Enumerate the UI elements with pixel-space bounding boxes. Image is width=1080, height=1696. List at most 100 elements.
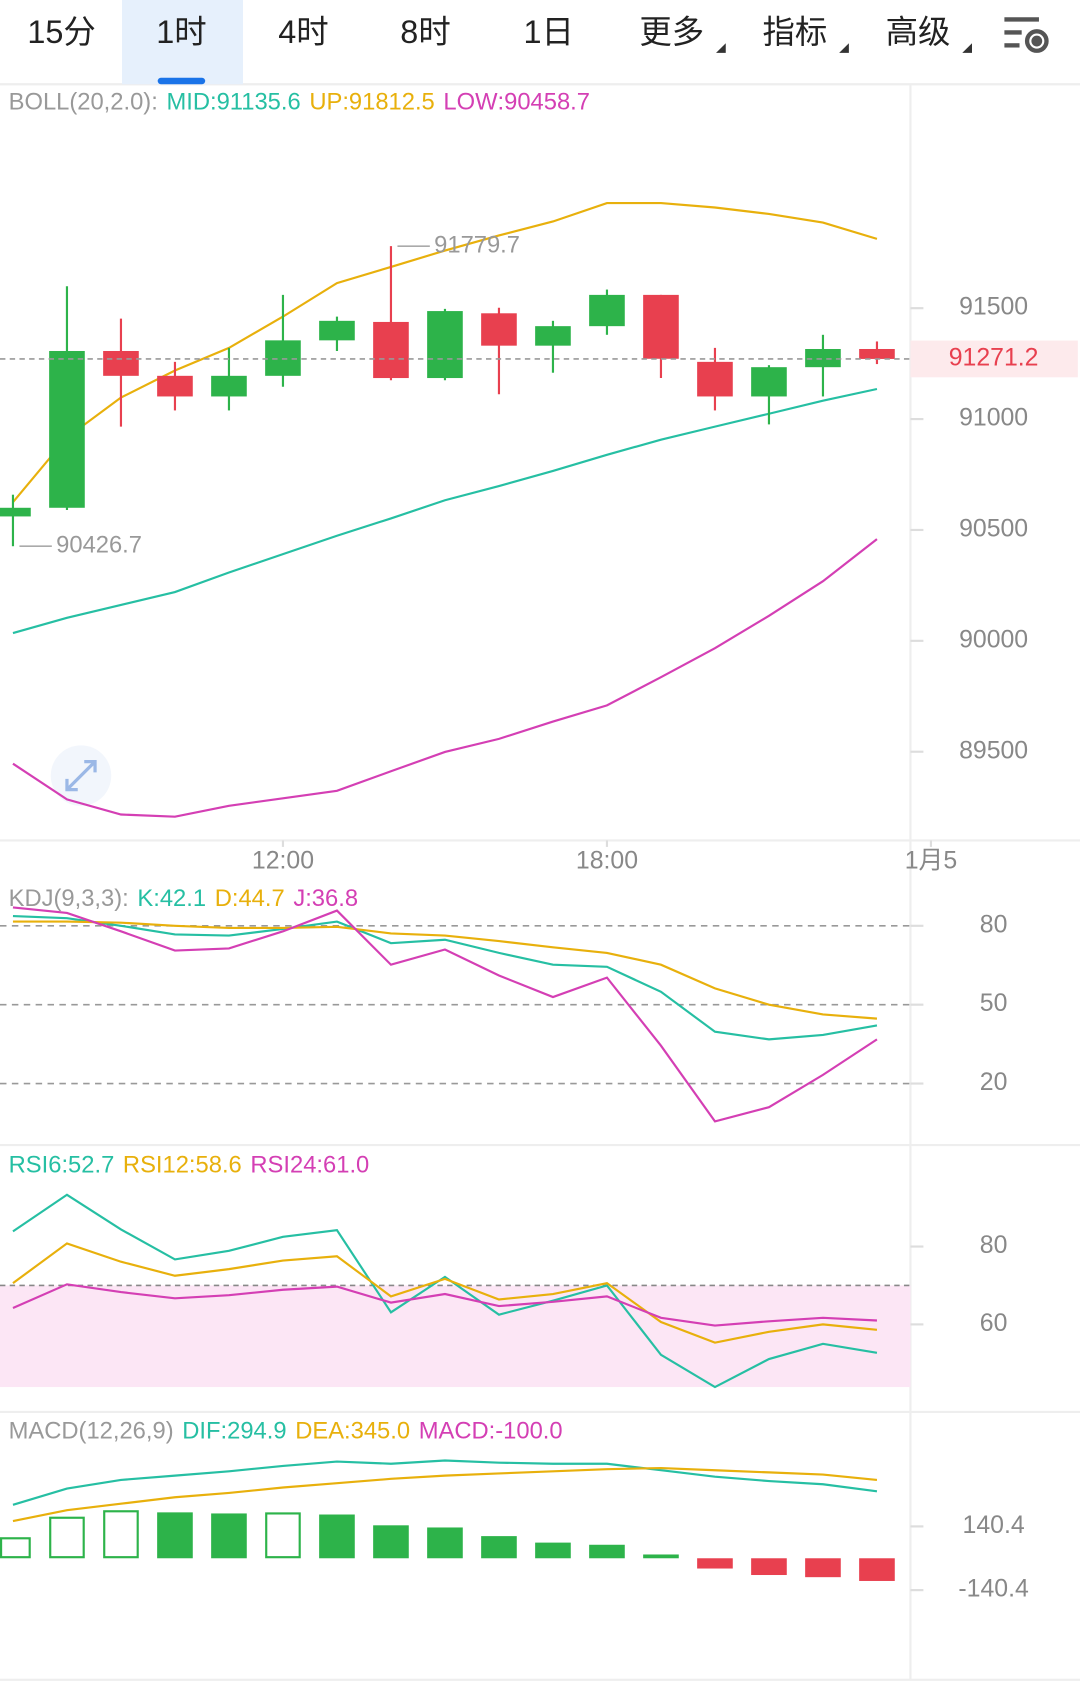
legend-value: 91135.6 <box>217 89 301 116</box>
legend-indicator: KDJ(9,3,3): <box>9 885 129 912</box>
current-price-label: 91271.2 <box>949 344 1039 371</box>
legend-name: RSI6 <box>9 1152 62 1179</box>
y-tick-label: 90500 <box>959 516 1028 543</box>
legend-name: D <box>215 885 232 912</box>
candle-body <box>211 375 247 397</box>
macd-bar <box>103 1510 139 1559</box>
legend-value: 52.7 <box>68 1152 114 1179</box>
indicator-line <box>12 538 878 818</box>
y-tick-label: 50 <box>980 990 1008 1017</box>
macd-bar <box>859 1558 895 1581</box>
y-tick-label: 91000 <box>959 405 1028 432</box>
candle-body <box>535 326 571 346</box>
y-tick-label: 80 <box>980 1232 1008 1259</box>
legend-name: UP <box>309 89 342 116</box>
legend-name: K <box>137 885 153 912</box>
candle-body <box>0 507 31 517</box>
expand-arrows <box>65 759 97 792</box>
legend-separator: : <box>342 89 349 116</box>
tab[interactable]: 1日 <box>523 14 573 50</box>
y-tick-label: 89500 <box>959 737 1028 764</box>
y-tick-label: 140.4 <box>963 1512 1025 1539</box>
y-tick-label: -140.4 <box>958 1576 1029 1603</box>
macd-bar <box>265 1512 301 1559</box>
tab[interactable]: 4时 <box>278 14 328 50</box>
settings-icon[interactable] <box>1004 17 1049 53</box>
legend-separator: : <box>61 1152 68 1179</box>
legend: MACD(12,26,9) DIF:294.9 DEA:345.0 MACD:-100… <box>9 1418 563 1445</box>
extreme-label: 91779.7 <box>434 231 520 258</box>
macd-bar <box>319 1514 355 1559</box>
legend-value: -100.0 <box>495 1418 562 1445</box>
macd-bar <box>751 1558 787 1576</box>
y-tick-label: 80 <box>980 911 1008 938</box>
legend-name: DEA <box>295 1418 344 1445</box>
x-tick-label: 1月5 <box>905 848 957 875</box>
macd-bar <box>157 1512 193 1559</box>
indicator-line <box>12 1193 878 1389</box>
icon-gear-center <box>1031 35 1043 47</box>
tab[interactable]: 15分 <box>27 14 95 50</box>
legend-value: 91812.5 <box>349 89 435 116</box>
x-tick-label: 12:00 <box>252 848 314 875</box>
legend-value: 90458.7 <box>504 89 590 116</box>
tab[interactable]: 1时 <box>156 14 206 50</box>
tab[interactable]: 指标 <box>762 14 827 50</box>
y-tick-label: 20 <box>980 1069 1008 1096</box>
macd-bar <box>481 1536 517 1559</box>
legend-value: 294.9 <box>227 1418 286 1445</box>
y-tick-label: 60 <box>980 1310 1008 1337</box>
legend-separator: : <box>498 89 505 116</box>
indicator-line <box>12 906 878 1123</box>
tab[interactable]: 更多 <box>639 14 704 50</box>
candle-body <box>643 294 679 359</box>
candle-body <box>103 350 139 376</box>
legend-name: MACD <box>419 1418 489 1445</box>
legend-value: 61.0 <box>323 1152 369 1179</box>
legend: BOLL(20,2.0): MID:91135.6 UP:91812.5 LOW:90… <box>9 89 590 116</box>
macd-bar <box>427 1527 463 1559</box>
candle-body <box>805 348 841 368</box>
legend-value: 58.6 <box>196 1152 242 1179</box>
legend-separator: : <box>153 885 160 912</box>
current-price-bg <box>910 340 1078 378</box>
indicator-line <box>12 201 878 503</box>
tab[interactable]: 高级 <box>886 14 951 50</box>
candle-body <box>751 367 787 397</box>
candle-body <box>589 294 625 327</box>
rsi-zone <box>0 1285 911 1388</box>
candle-body <box>49 350 85 508</box>
legend-separator: : <box>232 885 239 912</box>
candle-body <box>427 311 463 379</box>
legend-name: RSI12 <box>123 1152 189 1179</box>
macd-bar <box>0 1537 31 1559</box>
indicator-line <box>12 387 878 635</box>
indicator-line <box>12 1466 878 1523</box>
x-tick-label: 18:00 <box>576 848 638 875</box>
candle-body <box>481 313 517 346</box>
macd-bar <box>535 1542 571 1559</box>
icon-gear <box>1024 29 1049 53</box>
legend: KDJ(9,3,3): K:42.1 D:44.7 J:36.8 <box>9 885 358 912</box>
legend-value: 345.0 <box>351 1418 410 1445</box>
indicator-line <box>12 920 878 1020</box>
legend-separator: : <box>316 1152 323 1179</box>
extreme-label: 90426.7 <box>56 531 142 558</box>
legend-value: 36.8 <box>312 885 358 912</box>
legend-name: J <box>293 885 305 912</box>
legend-separator: : <box>221 1418 228 1445</box>
macd-bar <box>373 1525 409 1559</box>
indicator-line <box>12 1283 878 1327</box>
candle-body <box>157 375 193 397</box>
candle-body <box>859 348 895 359</box>
legend: RSI6:52.7 RSI12:58.6 RSI24:61.0 <box>9 1152 370 1179</box>
expand-button[interactable] <box>50 745 112 806</box>
indicator-line <box>12 1459 878 1506</box>
legend-name: DIF <box>182 1418 220 1445</box>
candle-body <box>373 321 409 379</box>
tab[interactable]: 8时 <box>400 14 450 50</box>
legend-separator: : <box>189 1152 196 1179</box>
legend-value: 44.7 <box>238 885 284 912</box>
